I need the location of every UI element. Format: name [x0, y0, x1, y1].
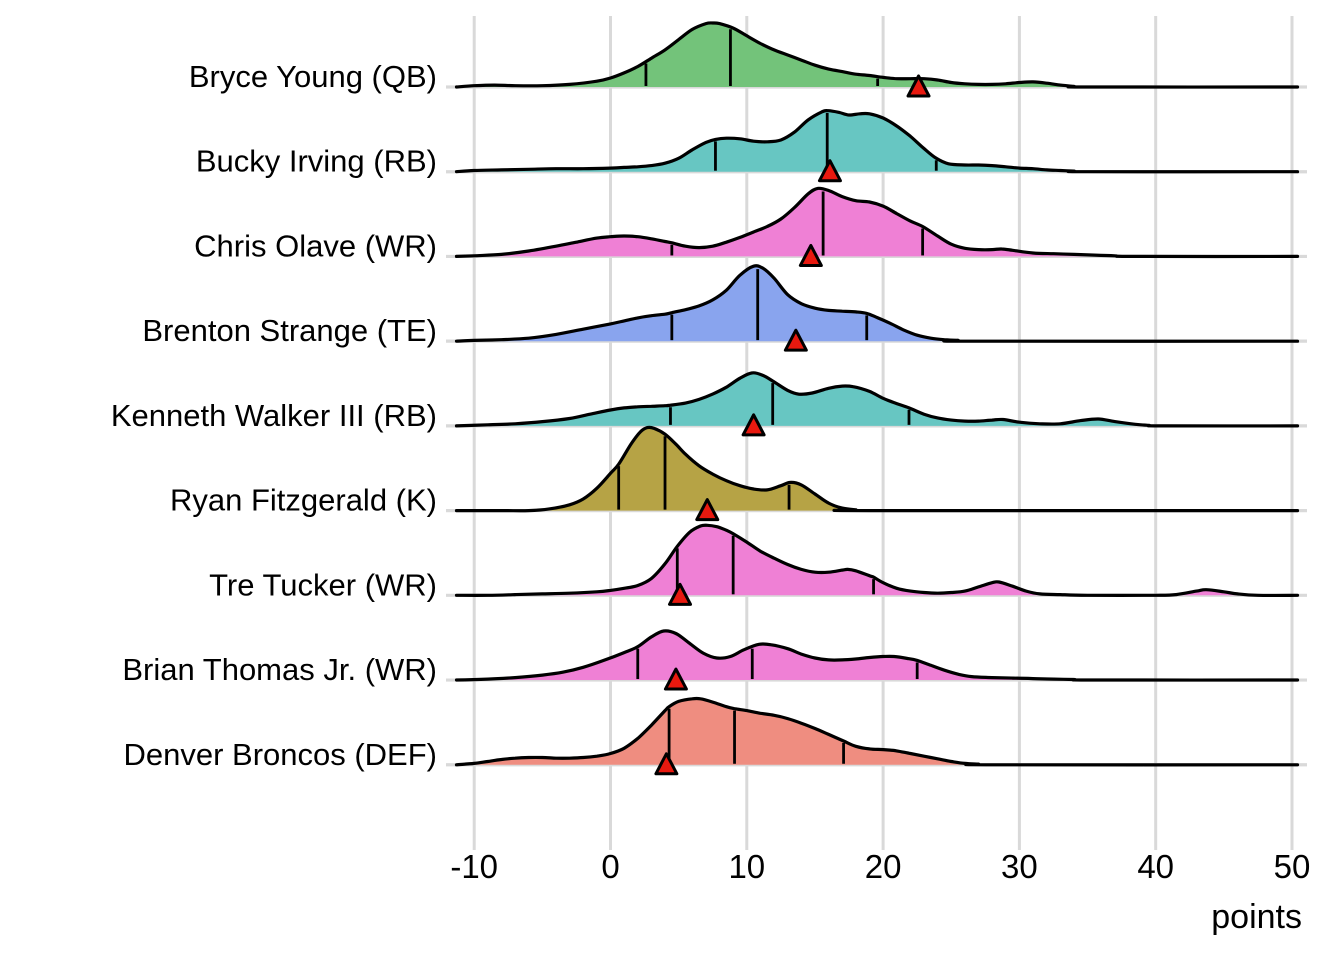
x-tick-label: 0	[601, 848, 619, 885]
row-label: Ryan Fitzgerald (K)	[170, 483, 437, 518]
density-curve	[454, 264, 1300, 343]
x-tick-label: 10	[728, 848, 765, 885]
density-curve	[454, 371, 1300, 428]
actual-points-marker	[668, 582, 693, 606]
row-label: Brian Thomas Jr. (WR)	[122, 652, 437, 687]
row-label: Kenneth Walker III (RB)	[111, 398, 437, 433]
x-tick-label: 20	[865, 848, 902, 885]
actual-points-marker	[783, 328, 808, 352]
actual-points-marker	[906, 74, 931, 98]
row-label: Denver Broncos (DEF)	[123, 737, 437, 772]
actual-points-marker	[798, 243, 823, 267]
actual-points-marker	[817, 159, 842, 183]
x-axis-title: points	[1211, 898, 1302, 936]
x-tick-label: -10	[450, 848, 498, 885]
density-curve	[454, 109, 1300, 174]
row-label: Brenton Strange (TE)	[142, 313, 437, 348]
row-label: Bucky Irving (RB)	[196, 144, 437, 179]
density-curve	[454, 629, 1300, 682]
x-tick-label: 30	[1001, 848, 1038, 885]
density-curve	[454, 186, 1300, 259]
row-label: Tre Tucker (WR)	[209, 567, 437, 602]
actual-points-marker	[654, 752, 679, 776]
row-label: Chris Olave (WR)	[194, 228, 437, 263]
density-curve	[454, 696, 1300, 767]
density-curve	[454, 425, 1300, 513]
actual-points-marker	[741, 413, 766, 437]
x-tick-label: 50	[1274, 848, 1311, 885]
actual-points-marker	[663, 667, 688, 691]
row-label: Bryce Young (QB)	[189, 59, 437, 94]
x-tick-label: 40	[1137, 848, 1174, 885]
actual-points-marker	[695, 498, 720, 522]
density-curve	[454, 21, 1300, 89]
density-curve	[454, 523, 1300, 598]
